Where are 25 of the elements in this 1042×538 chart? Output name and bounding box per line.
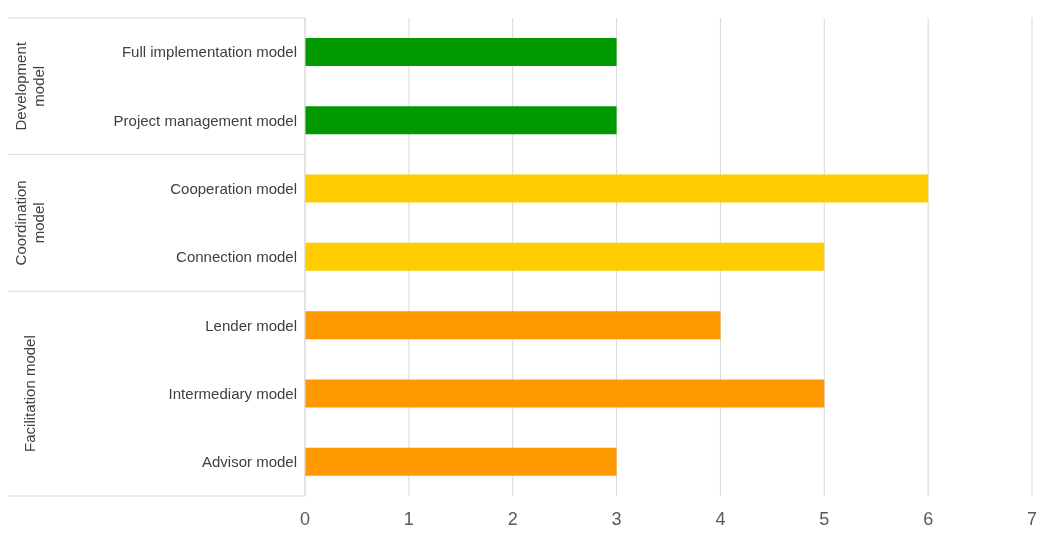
x-tick-label: 4 <box>715 508 726 529</box>
x-tick-label: 1 <box>403 508 414 529</box>
bar <box>305 379 825 408</box>
y-tick-label: Connection model <box>176 248 297 266</box>
bar <box>305 38 617 66</box>
y-tick-label: Advisor model <box>201 453 297 471</box>
y-tick-label: Cooperation model <box>170 180 297 198</box>
text: Coordination model <box>12 180 47 266</box>
y-tick-label: Full implementation model <box>121 43 297 61</box>
bar <box>305 311 721 340</box>
x-tick-label: 0 <box>299 508 311 529</box>
y-tick-label: Intermediary model <box>168 384 297 402</box>
bar <box>305 447 617 476</box>
bar <box>305 242 825 271</box>
x-tick-label: 3 <box>611 508 622 529</box>
text: Facilitation model <box>21 335 38 452</box>
x-tick-label: 5 <box>819 508 830 529</box>
x-tick-label: 7 <box>1026 508 1038 529</box>
y-tick-label: Project management model <box>113 111 297 129</box>
y-tick-label: Lender model <box>205 316 297 334</box>
bar <box>305 174 929 203</box>
bar <box>305 106 617 135</box>
x-tick-label: 6 <box>923 508 934 529</box>
text: Development model <box>12 41 47 131</box>
x-tick-label: 2 <box>507 508 518 529</box>
